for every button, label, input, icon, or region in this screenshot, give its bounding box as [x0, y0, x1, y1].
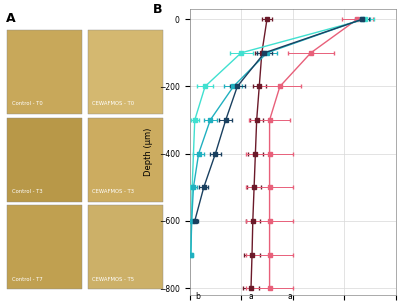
FancyBboxPatch shape	[88, 118, 162, 202]
Text: CEWAFMOS - T5: CEWAFMOS - T5	[92, 277, 134, 282]
Text: Control - T3: Control - T3	[12, 189, 42, 194]
Text: Control - T0: Control - T0	[12, 101, 42, 106]
Text: a: a	[287, 292, 292, 301]
Text: CEWAFMOS - T0: CEWAFMOS - T0	[92, 101, 134, 106]
Text: CEWAFMOS - T3: CEWAFMOS - T3	[92, 189, 134, 194]
Text: A: A	[6, 12, 15, 25]
FancyBboxPatch shape	[88, 205, 162, 289]
FancyBboxPatch shape	[8, 118, 82, 202]
Y-axis label: Depth (μm): Depth (μm)	[144, 128, 153, 176]
Text: b: b	[195, 292, 200, 301]
FancyBboxPatch shape	[8, 30, 82, 114]
Text: a: a	[249, 292, 253, 301]
Text: Control - T7: Control - T7	[12, 277, 42, 282]
Text: B: B	[152, 3, 162, 16]
FancyBboxPatch shape	[8, 205, 82, 289]
FancyBboxPatch shape	[88, 30, 162, 114]
